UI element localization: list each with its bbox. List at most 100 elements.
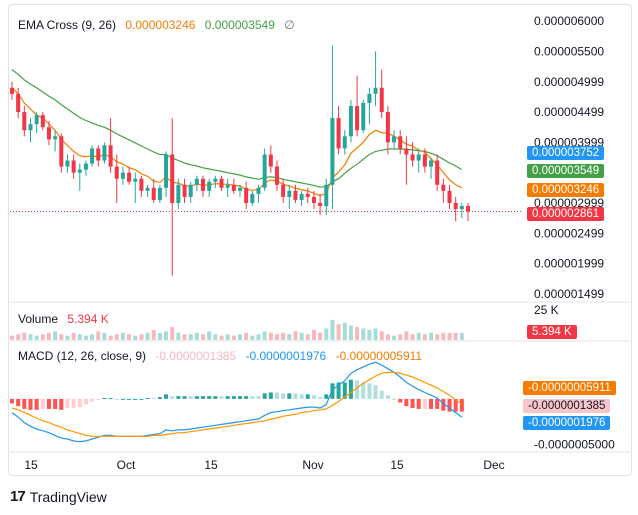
volume-bar — [127, 334, 132, 340]
candle-body — [305, 193, 310, 197]
ema-slow-value: 0.000003549 — [204, 18, 275, 32]
macd-tag-hist: -0.0000001385 — [523, 399, 611, 413]
candle-body — [287, 190, 292, 197]
macd-histogram-bar — [447, 398, 452, 412]
candle-body — [404, 148, 409, 155]
volume-bar — [201, 334, 206, 340]
macd-histogram-bar — [256, 396, 261, 399]
macd-histogram-bar — [274, 392, 279, 399]
volume-bar — [139, 334, 144, 340]
candle-body — [194, 178, 199, 185]
volume-bar — [441, 332, 446, 340]
candle-body — [342, 136, 347, 149]
volume-bar — [96, 331, 101, 340]
tradingview-brand[interactable]: 17 TradingView — [10, 488, 107, 505]
macd-histogram-bar — [268, 392, 273, 399]
macd-histogram-bar — [244, 396, 249, 399]
ema-legend-name[interactable]: EMA Cross (9, 26) — [18, 18, 117, 32]
hide-indicator-icon[interactable]: ∅ — [284, 18, 295, 32]
macd-histogram-bar — [194, 396, 199, 399]
candle-body — [435, 160, 440, 185]
volume-bar — [90, 334, 95, 340]
macd-histogram-bar — [305, 394, 310, 399]
macd-histogram-bar — [213, 396, 218, 399]
macd-histogram-bar — [287, 393, 292, 399]
volume-bar — [102, 332, 107, 340]
candle-body — [311, 196, 316, 203]
macd-histogram-bar — [207, 396, 212, 399]
volume-bar — [373, 328, 378, 340]
candle-body — [114, 166, 119, 179]
macd-histogram-bar — [219, 396, 224, 399]
volume-bar — [459, 332, 464, 340]
macd-histogram-bar — [429, 398, 434, 409]
volume-bar — [176, 332, 181, 340]
macd-histogram-bar — [342, 382, 347, 399]
candle-body — [410, 154, 415, 161]
macd-histogram-bar — [231, 396, 236, 399]
macd-histogram-bar — [398, 398, 403, 403]
macd-histogram-bar — [22, 398, 27, 409]
macd-line-value: -0.0000001976 — [245, 349, 327, 363]
candle-body — [46, 127, 51, 140]
volume-bar — [330, 319, 335, 340]
macd-legend-name[interactable]: MACD (12, 26, close, 9) — [18, 349, 147, 363]
candle-body — [53, 136, 58, 140]
volume-bar — [342, 322, 347, 340]
candle-body — [392, 136, 397, 143]
candle-body — [459, 206, 464, 210]
macd-histogram-bar — [139, 398, 144, 400]
price-axis-tick: 0.000002499 — [534, 226, 604, 240]
candle-body — [274, 166, 279, 185]
macd-histogram-bar — [392, 398, 397, 400]
volume-legend-value: 5.394 K — [67, 312, 109, 326]
volume-bar — [379, 331, 384, 340]
price-tag-ema-slow: 0.000003549 — [527, 164, 605, 178]
macd-histogram-bar — [127, 398, 132, 400]
volume-bar — [281, 332, 286, 340]
volume-bar — [40, 334, 45, 340]
volume-legend-name[interactable]: Volume — [18, 312, 59, 326]
candle-body — [453, 202, 458, 210]
macd-histogram-bar — [348, 379, 353, 399]
volume-bar — [120, 332, 125, 340]
macd-histogram-bar — [28, 398, 33, 410]
macd-histogram-bar — [262, 393, 267, 399]
time-axis-tick: Nov — [302, 458, 323, 472]
macd-histogram-bar — [170, 396, 175, 399]
candle-body — [83, 163, 88, 170]
volume-bar — [435, 334, 440, 340]
macd-histogram-bar — [311, 395, 316, 399]
candle-body — [127, 172, 132, 182]
macd-histogram-bar — [453, 398, 458, 412]
macd-histogram-bar — [59, 398, 64, 410]
candle-body — [219, 178, 224, 188]
candle-body — [90, 148, 95, 164]
candle-body — [145, 187, 150, 191]
volume-bar — [287, 334, 292, 340]
candle-body — [188, 184, 193, 197]
volume-tag-last: 5.394 K — [527, 325, 577, 339]
macd-histogram-bar — [281, 393, 286, 399]
macd-histogram-bar — [120, 398, 125, 400]
candle-body — [379, 87, 384, 113]
volume-bar — [404, 331, 409, 340]
volume-bar — [164, 331, 169, 340]
macd-histogram-bar — [157, 397, 162, 399]
volume-bar — [324, 328, 329, 340]
macd-histogram-bar — [250, 396, 255, 399]
volume-bar — [219, 335, 224, 340]
macd-histogram-bar — [299, 394, 304, 399]
candle-body — [108, 145, 113, 167]
volume-bar — [182, 334, 187, 340]
candle-body — [34, 115, 39, 125]
macd-histogram-bar — [324, 394, 329, 399]
candle-body — [336, 118, 341, 149]
candle-body — [225, 184, 230, 188]
volume-bar — [133, 335, 138, 340]
macd-histogram-bar — [441, 398, 446, 411]
candle-body — [231, 184, 236, 191]
macd-histogram-bar — [416, 398, 421, 409]
time-axis-tick: Dec — [483, 458, 504, 472]
